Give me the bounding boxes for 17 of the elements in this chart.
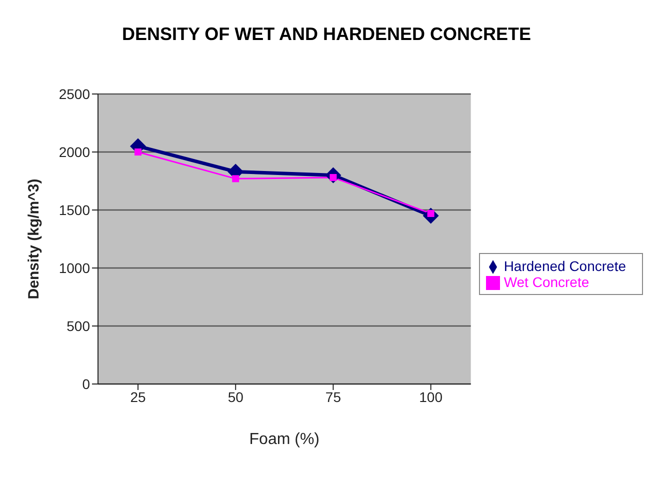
y-tick-label: 2000	[58, 144, 90, 160]
y-axis-title: Density (kg/m^3)	[25, 178, 42, 300]
x-tick-label: 100	[419, 388, 443, 405]
x-tick-label: 25	[130, 388, 146, 405]
legend-label: Hardened Concrete	[504, 258, 626, 274]
x-tick-label: 75	[325, 388, 342, 405]
y-tick-label: 500	[66, 318, 90, 334]
x-axis-title: Foam (%)	[249, 431, 320, 448]
y-tick-label: 1000	[58, 260, 90, 276]
y-tick-label: 0	[82, 376, 90, 392]
point	[134, 148, 142, 156]
x-tick-label: 50	[228, 388, 244, 405]
legend-label: Wet Concrete	[504, 274, 590, 290]
y-tick-label: 2500	[58, 86, 90, 102]
chart-title: DENSITY OF WET AND HARDENED CONCRETE	[120, 23, 532, 46]
y-tick-label: 1500	[58, 202, 90, 218]
point	[232, 175, 240, 182]
